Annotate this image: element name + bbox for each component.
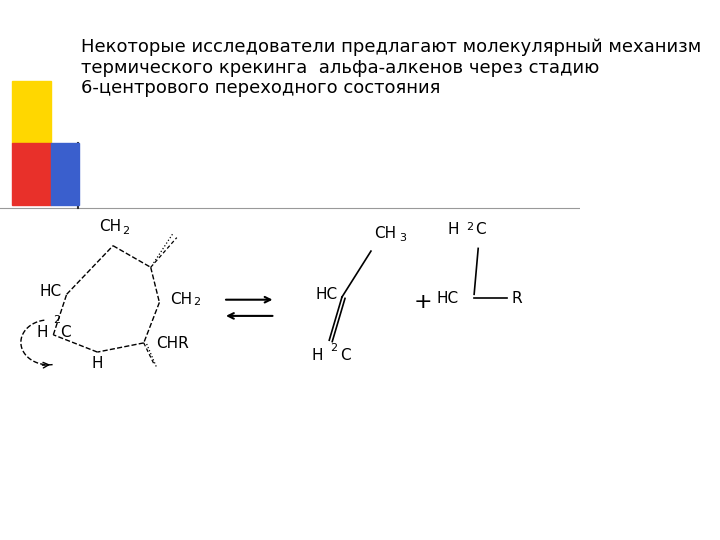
Bar bbox=[12, 143, 51, 205]
Bar bbox=[51, 143, 78, 205]
Text: 3: 3 bbox=[399, 233, 406, 243]
Text: 2: 2 bbox=[193, 298, 200, 307]
Text: CH: CH bbox=[374, 226, 396, 241]
Text: H: H bbox=[36, 325, 48, 340]
Text: C: C bbox=[475, 221, 486, 237]
Text: C: C bbox=[340, 348, 351, 363]
Text: 2: 2 bbox=[466, 222, 473, 232]
Text: Некоторые исследователи предлагают молекулярный механизм
термического крекинга  : Некоторые исследователи предлагают молек… bbox=[81, 38, 701, 97]
Text: H: H bbox=[91, 356, 103, 372]
Text: 2: 2 bbox=[122, 226, 130, 236]
Text: H: H bbox=[312, 348, 323, 363]
Text: CH: CH bbox=[170, 292, 192, 307]
Text: 2: 2 bbox=[330, 343, 338, 353]
Text: HC: HC bbox=[315, 287, 338, 302]
Bar bbox=[12, 81, 51, 143]
Text: HC: HC bbox=[40, 284, 62, 299]
Text: HC: HC bbox=[437, 291, 459, 306]
Text: CH: CH bbox=[99, 219, 121, 234]
Text: H: H bbox=[448, 221, 459, 237]
Text: +: + bbox=[414, 292, 433, 313]
Text: 2: 2 bbox=[53, 315, 60, 325]
Text: CHR: CHR bbox=[156, 336, 189, 352]
Text: R: R bbox=[512, 291, 523, 306]
Text: C: C bbox=[60, 325, 71, 340]
